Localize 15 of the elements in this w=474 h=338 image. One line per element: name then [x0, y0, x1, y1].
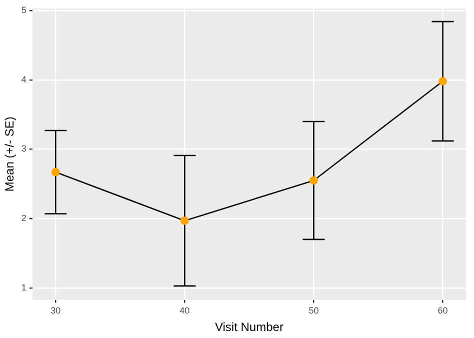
y-tick-label: 4 — [21, 74, 26, 84]
y-tick-label: 5 — [21, 4, 26, 15]
x-tick-label: 30 — [50, 306, 61, 316]
x-axis-title: Visit Number — [214, 320, 284, 334]
point — [310, 176, 318, 185]
x-tick-label: 40 — [180, 306, 190, 316]
y-tick-label: 1 — [21, 282, 26, 292]
point — [180, 216, 189, 225]
y-axis-title: Mean (+/- SE) — [2, 116, 17, 192]
point — [438, 77, 447, 86]
y-tick-label: 2 — [21, 213, 26, 224]
x-tick-label: 50 — [308, 306, 319, 316]
point — [51, 168, 60, 176]
x-tick-label: 60 — [438, 306, 448, 316]
y-tick-label: 3 — [21, 144, 26, 154]
